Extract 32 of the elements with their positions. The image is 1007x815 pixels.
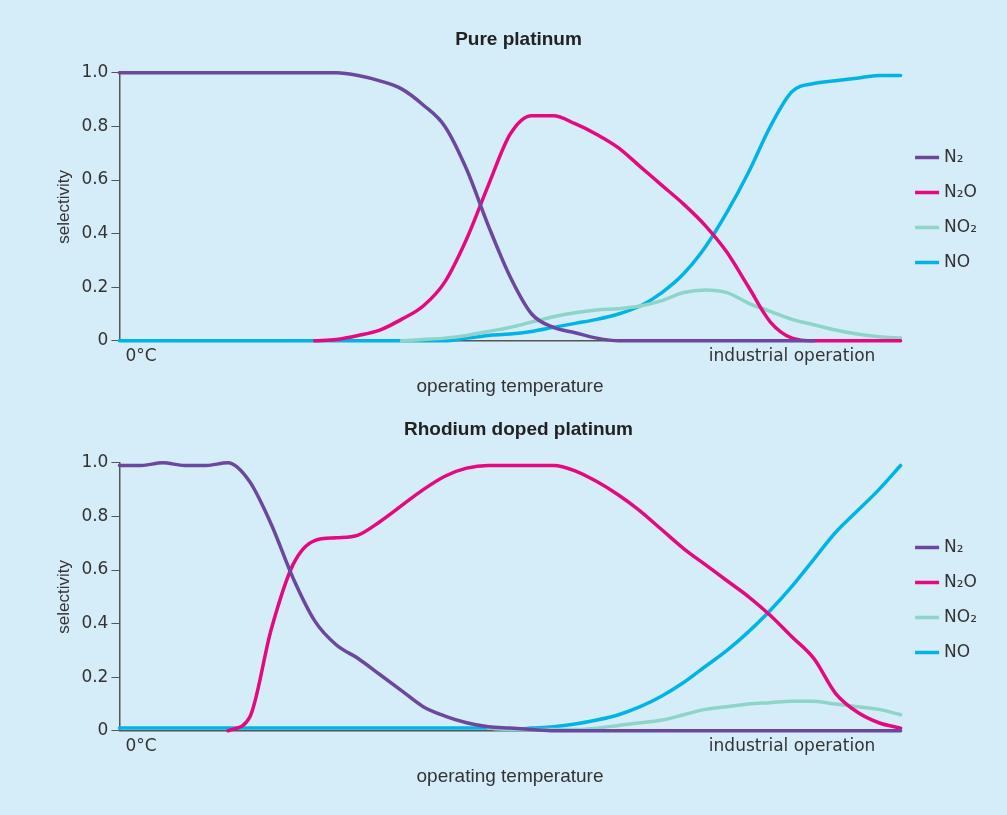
y-tick-label: 0 <box>97 329 109 350</box>
y-tick-label: 0.4 <box>81 612 109 633</box>
chart-title: Pure platinum <box>455 27 582 49</box>
y-tick-label: 0.6 <box>81 558 109 579</box>
legend-label: NO₂ <box>944 605 978 626</box>
x-tick-label: industrial operation <box>708 735 876 756</box>
legend-label: N₂ <box>944 535 964 556</box>
legend-label: NO <box>944 250 971 271</box>
legend-label: N₂O <box>944 570 978 591</box>
y-tick-label: 0.2 <box>81 665 109 686</box>
y-tick-label: 1.0 <box>81 61 109 82</box>
legend-label: NO₂ <box>944 215 978 236</box>
y-tick-label: 1.0 <box>81 451 109 472</box>
legend-label: NO <box>944 640 971 661</box>
y-axis-title: selectivity <box>53 559 73 634</box>
line-series <box>312 113 903 343</box>
chart-title: Rhodium doped platinum <box>403 417 634 439</box>
x-tick-label: 0°C <box>125 345 157 366</box>
y-tick-label: 0.4 <box>81 222 109 243</box>
x-tick-label: industrial operation <box>708 345 876 366</box>
x-axis-title: operating temperature <box>416 374 604 396</box>
line-series <box>399 288 903 343</box>
x-tick-label: 0°C <box>125 735 157 756</box>
legend-label: N₂O <box>944 180 978 201</box>
y-tick-label: 0.8 <box>81 504 109 525</box>
y-tick-label: 0.2 <box>81 275 109 296</box>
x-axis-title: operating temperature <box>416 764 604 786</box>
legend-label: N₂ <box>944 145 964 166</box>
y-axis-title: selectivity <box>53 169 73 244</box>
y-tick-label: 0.6 <box>81 168 109 189</box>
y-tick-label: 0.8 <box>81 114 109 135</box>
y-tick-label: 0 <box>97 719 109 740</box>
